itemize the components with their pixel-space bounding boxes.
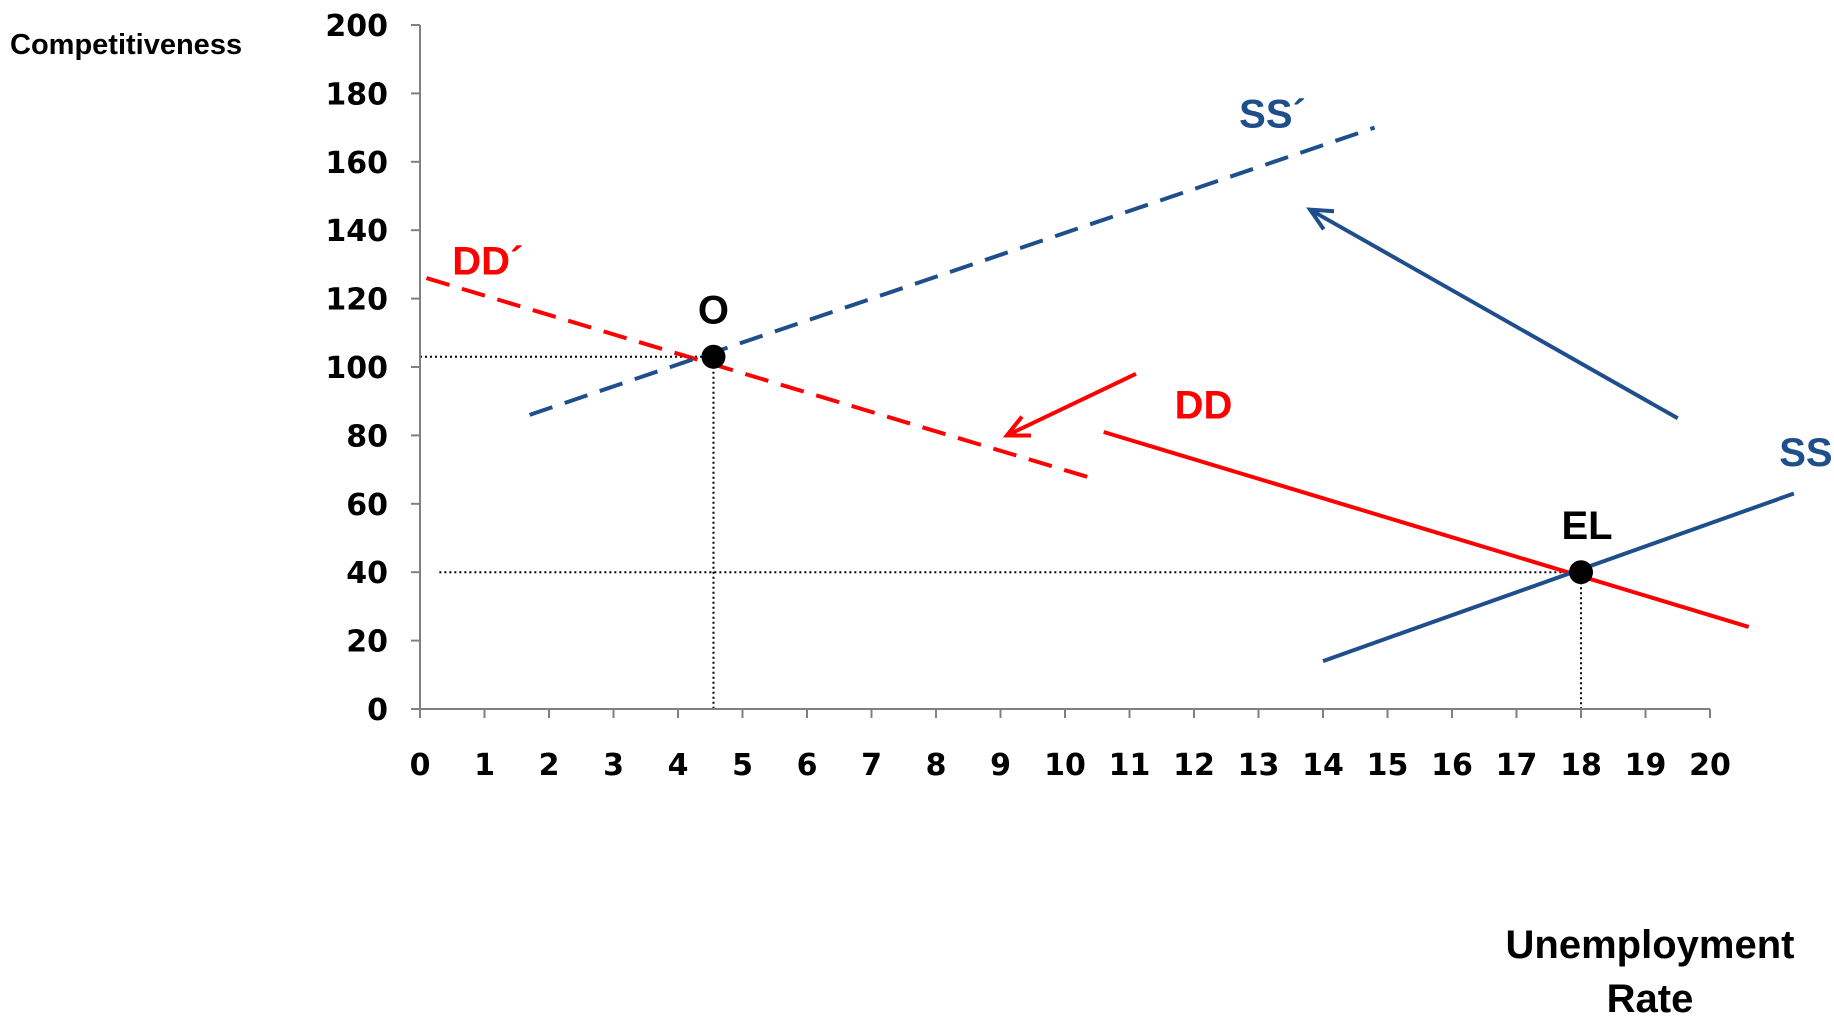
equilibrium-point-0 (701, 344, 726, 369)
y-tick-label-180: 180 (325, 77, 388, 112)
y-tick-label-100: 100 (325, 351, 388, 386)
x-tick-label-20: 20 (1689, 748, 1731, 783)
series-line-3 (529, 125, 1376, 417)
x-tick-label-11: 11 (1109, 748, 1151, 783)
x-tick-label-17: 17 (1496, 748, 1538, 783)
y-tick-label-120: 120 (325, 283, 388, 318)
x-tick-label-0: 0 (410, 748, 431, 783)
y-tick-label-20: 20 (346, 625, 388, 660)
x-tick-label-3: 3 (603, 748, 624, 783)
series-label-0: DD (1175, 383, 1233, 427)
series-line-0 (1103, 430, 1750, 629)
x-tick-label-10: 10 (1044, 748, 1086, 783)
series-label-2: SS (1779, 431, 1832, 475)
x-tick-label-15: 15 (1367, 748, 1409, 783)
shift-arrow-shaft-0 (1309, 207, 1679, 421)
y-tick-label-160: 160 (325, 146, 388, 181)
equilibrium-point-label-1: EL (1561, 504, 1612, 548)
x-tick-label-1: 1 (474, 748, 495, 783)
x-tick-label-12: 12 (1173, 748, 1215, 783)
shift-arrow-shaft-1 (1006, 372, 1137, 438)
equilibrium-point-1 (1569, 560, 1593, 585)
y-tick-label-140: 140 (325, 214, 388, 249)
y-tick-label-40: 40 (346, 556, 388, 591)
shift-arrow-head-1 (1002, 415, 1031, 438)
y-axis-label: Competitiveness (10, 29, 242, 61)
x-tick-label-14: 14 (1302, 748, 1344, 783)
y-tick-label-60: 60 (346, 488, 388, 523)
y-tick-label-0: 0 (367, 693, 388, 728)
x-tick-label-4: 4 (668, 748, 689, 783)
x-tick-label-7: 7 (861, 748, 882, 783)
shift-arrow-head-0 (1306, 207, 1335, 231)
x-tick-label-18: 18 (1560, 748, 1602, 783)
series-line-2 (1322, 491, 1795, 664)
series-label-3: SS´ (1239, 93, 1306, 137)
axes: 0 1 2 3 4 5 6 7 8 9 10 11 12 13 14 15 16 17 18 19 2002040608… (325, 9, 1731, 783)
x-tick-label-8: 8 (926, 748, 947, 783)
y-tick-label-80: 80 (346, 419, 388, 454)
x-tick-label-6: 6 (797, 748, 818, 783)
series-line-1 (425, 276, 1098, 482)
x-tick-label-13: 13 (1238, 748, 1280, 783)
x-tick-label-9: 9 (990, 748, 1011, 783)
x-tick-label-19: 19 (1625, 748, 1667, 783)
reference-lines (420, 355, 1582, 709)
series-label-1: DD´ (452, 240, 523, 284)
series-lines: DD DD´ SS SS´ (425, 93, 1833, 664)
equilibrium-point-label-0: O (698, 289, 729, 333)
x-axis-label-line-1: Unemployment (1506, 923, 1795, 967)
x-axis-label-line-2: Rate (1607, 977, 1694, 1019)
y-tick-label-200: 200 (325, 9, 388, 44)
x-tick-label-5: 5 (732, 748, 753, 783)
x-tick-label-16: 16 (1431, 748, 1473, 783)
equilibrium-points: O EL (698, 289, 1613, 585)
x-tick-label-2: 2 (539, 748, 560, 783)
shift-arrows (1002, 207, 1679, 438)
